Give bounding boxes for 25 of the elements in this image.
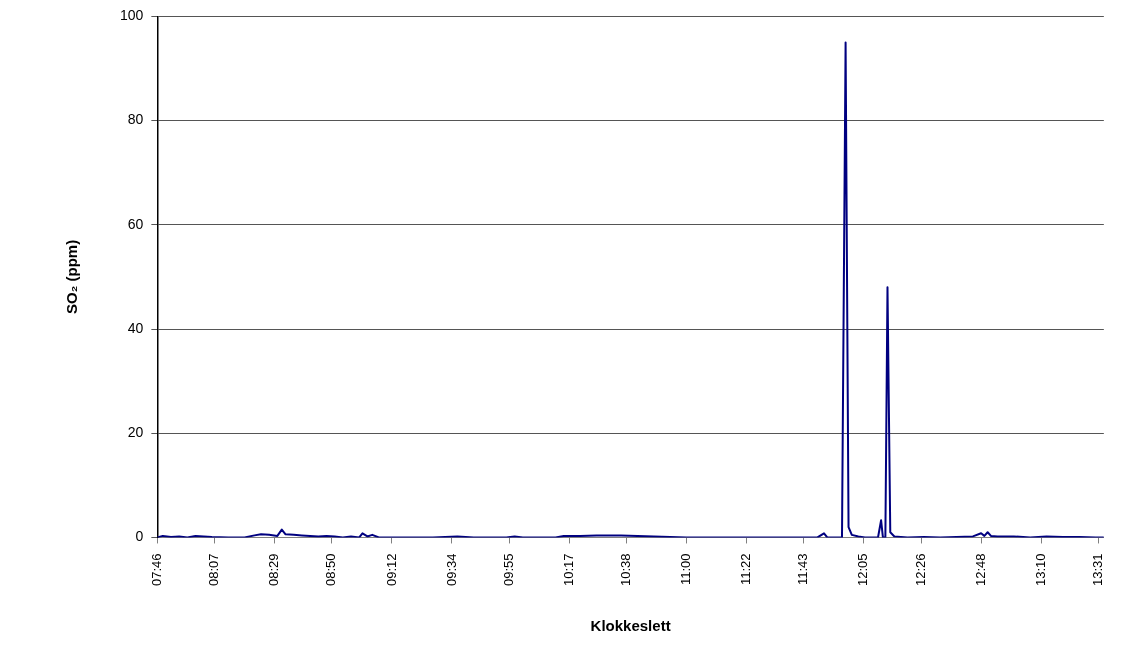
x-tick-label: 12:05 [855,553,871,587]
x-tick-label: 12:26 [912,553,928,587]
x-tick-label: 07:46 [148,553,164,587]
y-tick-label: 20 [127,424,144,441]
x-tick-label: 08:29 [266,553,282,587]
x-tick-label: 09:55 [500,553,516,587]
x-tick-label: 10:38 [618,553,634,587]
x-axis-title: Klokkeslett [590,617,671,635]
x-tick-label: 08:50 [323,553,339,587]
x-tick-label: 09:34 [443,553,459,587]
x-tick-label: 13:31 [1089,553,1105,587]
x-tick-label: 12:48 [972,553,988,587]
x-tick-label: 09:12 [383,553,399,587]
x-tick-label: 08:07 [206,553,222,587]
y-tick-label: 80 [127,111,144,128]
y-tick-label: 40 [127,319,144,336]
y-tick-label: 100 [120,7,144,24]
x-tick-label: 10:17 [560,553,576,587]
x-tick-label: 11:43 [795,553,811,586]
y-axis-title: SO₂ (ppm) [63,239,81,315]
y-tick-label: 0 [135,528,144,545]
x-tick-label: 13:10 [1032,553,1048,587]
x-tick-label: 11:00 [678,553,694,586]
y-tick-label: 60 [127,215,144,232]
x-tick-label: 11:22 [738,553,754,586]
